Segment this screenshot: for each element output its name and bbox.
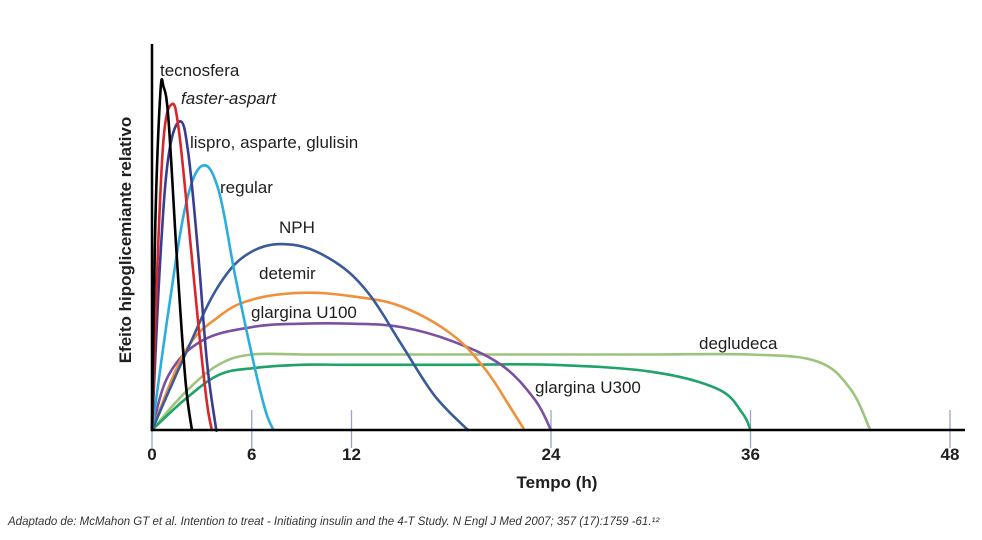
- series-line-faster-aspart: [150, 102, 214, 432]
- x-tick-label-48: 48: [941, 445, 960, 464]
- series-label-nph: NPH: [279, 218, 315, 237]
- series-label-lispro-asparte-glulisin: lispro, asparte, glulisin: [190, 133, 358, 152]
- x-tick-label-6: 6: [247, 445, 256, 464]
- series-labels: tecnosfera faster-aspart lispro, asparte, …: [160, 61, 778, 397]
- x-axis-title: Tempo (h): [517, 473, 598, 492]
- series-line-glargina-u100: [150, 321, 553, 432]
- series-line-nph: [150, 242, 470, 432]
- series-line-lispro-asparte-glulisin: [150, 120, 219, 433]
- x-tick-labels: 0 6 12 24 36 48: [147, 445, 959, 464]
- series-curves: [150, 78, 872, 433]
- series-label-detemir: detemir: [259, 264, 316, 283]
- x-tick-label-12: 12: [342, 445, 361, 464]
- series-label-tecnosfera: tecnosfera: [160, 61, 240, 80]
- source-citation: Adaptado de: McMahon GT et al. Intention…: [8, 516, 660, 528]
- series-label-glargina-u100: glargina U100: [251, 303, 357, 322]
- series-line-regular: [150, 163, 275, 432]
- x-tick-label-0: 0: [147, 445, 156, 464]
- series-line-glargina-u300: [150, 362, 752, 432]
- x-tick-label-24: 24: [542, 445, 561, 464]
- series-label-degludeca: degludeca: [699, 334, 778, 353]
- series-label-glargina-u300: glargina U300: [535, 378, 641, 397]
- y-axis-title: Efeito hipoglicemiante relativo: [116, 117, 135, 364]
- series-label-faster-aspart: faster-aspart: [181, 89, 277, 108]
- series-label-regular: regular: [220, 178, 273, 197]
- x-tick-label-36: 36: [741, 445, 760, 464]
- series-line-degludeca: [150, 352, 872, 432]
- series-line-detemir: [150, 291, 526, 432]
- insulin-action-chart: 0 6 12 24 36 48 tecnosfera faster-aspart lispro…: [116, 44, 965, 492]
- series-line-tecnosfera: [150, 78, 194, 432]
